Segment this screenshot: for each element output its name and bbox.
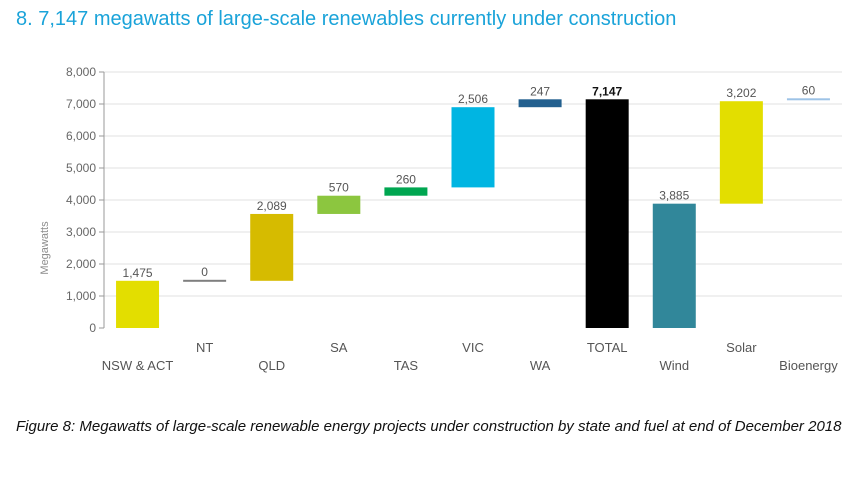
value-labels: 1,475 0 2,089 570 260 2,506 247 7,147 3,885 3,202… — [123, 83, 816, 280]
category-label: TAS — [394, 358, 419, 373]
y-tick-label: 3,000 — [66, 225, 96, 239]
category-labels: NSW & ACT NT QLD SA TAS VIC WA TOTAL Wind Solar Bi… — [102, 340, 838, 373]
value-label: 2,506 — [458, 92, 488, 106]
category-label: WA — [530, 358, 551, 373]
bar-nsw-act — [116, 280, 160, 328]
y-axis: 0 1,000 2,000 3,000 4,000 5,000 6,000 7,000 8,00… — [66, 65, 105, 335]
category-label: NSW & ACT — [102, 358, 174, 373]
value-label: 1,475 — [123, 266, 153, 280]
value-label: 7,147 — [592, 84, 622, 98]
page-heading: 8. 7,147 megawatts of large-scale renewa… — [16, 8, 677, 30]
value-label: 2,089 — [257, 199, 287, 213]
y-tick-label: 7,000 — [66, 97, 96, 111]
value-label: 3,202 — [726, 86, 756, 100]
category-label: SA — [330, 340, 348, 355]
bar-tas — [384, 187, 428, 196]
y-tick-label: 1,000 — [66, 289, 96, 303]
value-label: 60 — [802, 83, 816, 97]
category-label: QLD — [258, 358, 285, 373]
bar-total — [585, 99, 629, 328]
value-label: 570 — [329, 181, 349, 195]
bar-sa — [317, 195, 361, 214]
category-label: VIC — [462, 340, 484, 355]
figure-caption: Figure 8: Megawatts of large-scale renew… — [16, 418, 842, 435]
y-tick-label: 4,000 — [66, 193, 96, 207]
bar-bioenergy — [786, 98, 830, 101]
bars — [116, 98, 830, 328]
bar-solar — [719, 101, 763, 204]
category-label: NT — [196, 340, 213, 355]
value-label: 3,885 — [659, 189, 689, 203]
waterfall-chart: 0 1,000 2,000 3,000 4,000 5,000 6,000 7,000 8,00… — [0, 52, 865, 382]
bar-vic — [451, 107, 495, 188]
category-label: Solar — [726, 340, 757, 355]
y-tick-label: 2,000 — [66, 257, 96, 271]
chart-svg: 0 1,000 2,000 3,000 4,000 5,000 6,000 7,000 8,00… — [39, 65, 842, 373]
value-label: 260 — [396, 172, 416, 186]
y-axis-title: Megawatts — [39, 221, 51, 275]
category-label: TOTAL — [587, 340, 628, 355]
bar-nt — [183, 279, 227, 282]
y-tick-label: 0 — [89, 321, 96, 335]
value-label: 247 — [530, 84, 550, 98]
y-tick-label: 8,000 — [66, 65, 96, 79]
bar-wa — [518, 99, 562, 108]
category-label: Bioenergy — [779, 358, 838, 373]
value-label: 0 — [201, 265, 208, 279]
bar-qld — [250, 213, 294, 281]
y-tick-label: 5,000 — [66, 161, 96, 175]
category-label: Wind — [659, 358, 689, 373]
y-tick-label: 6,000 — [66, 129, 96, 143]
bar-wind — [652, 203, 696, 328]
